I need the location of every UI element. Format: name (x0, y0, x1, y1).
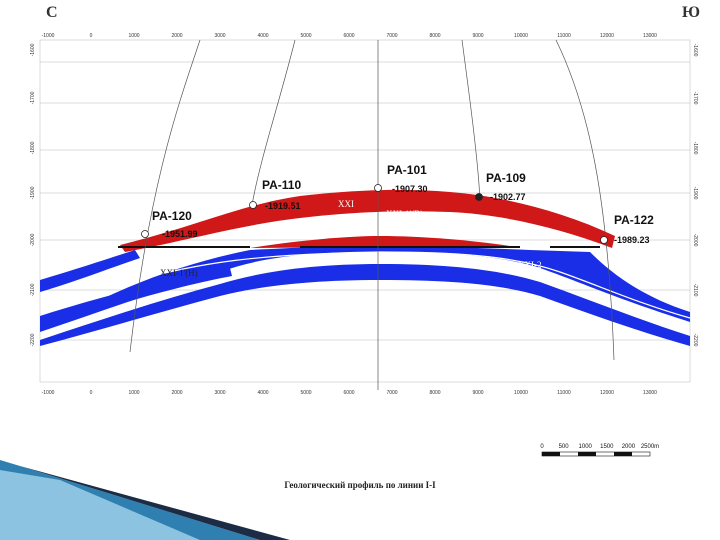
y-tick-label: -1900 (30, 186, 36, 199)
x-tick-label: 0 (90, 390, 93, 396)
well-depth: -1989.23 (614, 235, 650, 245)
scale-bar (541, 451, 651, 457)
blue-layer-top-strip (40, 250, 140, 292)
blue-layer-main (40, 246, 690, 332)
well-trajectories (129, 39, 615, 390)
x-tick-label: 2000 (171, 33, 182, 39)
x-tick-label: 0 (90, 33, 93, 39)
x-tick-label: 12000 (600, 33, 614, 39)
blue-layer-base (40, 264, 690, 346)
well-depth: -1902.77 (490, 192, 526, 202)
x-tick-label: 9000 (472, 33, 483, 39)
layer-label: XXI-2 (518, 260, 542, 270)
well-marker (249, 201, 257, 209)
x-tick-label: 6000 (343, 390, 354, 396)
y-tick-label: -2200 (692, 334, 698, 347)
layer-labels: XXI XXI-1'(B) XXI-1'(H) XXI-2 (160, 199, 542, 278)
well-name: PA-110 (262, 178, 301, 192)
y-axis-left-ticks: -1600 -1700 -1800 -1900 -2000 -2100 -2200 (30, 43, 36, 346)
x-tick-label: 6000 (343, 33, 354, 39)
y-tick-label: -1800 (692, 142, 698, 155)
x-tick-label: 10000 (514, 33, 528, 39)
x-tick-label: 4000 (257, 390, 268, 396)
scale-bar-label: 0 (540, 444, 544, 450)
layer-label: XXI (338, 199, 354, 209)
profile-caption: Геологический профиль по линии I-I (284, 480, 436, 490)
x-tick-label: 11000 (557, 390, 571, 396)
south-direction-label: Ю (682, 4, 701, 21)
y-tick-label: -2000 (692, 234, 698, 247)
scale-bar-label: 2000 (622, 444, 636, 450)
y-tick-label: -2100 (30, 283, 36, 296)
layer-boundary-line (129, 251, 691, 319)
x-tick-label: 13000 (643, 33, 657, 39)
x-tick-label: 1000 (128, 33, 139, 39)
x-tick-label: 5000 (300, 390, 311, 396)
y-tick-label: -1600 (692, 44, 698, 57)
y-tick-label: -2100 (692, 284, 698, 297)
x-tick-label: 3000 (214, 33, 225, 39)
y-tick-label: -1600 (30, 43, 36, 56)
x-tick-label: 12000 (600, 390, 614, 396)
x-tick-label: 8000 (429, 33, 440, 39)
well-name: PA-122 (614, 213, 654, 227)
y-axis-right-ticks: -1600 -1700 -1800 -1900 -2000 -2100 -2200 (692, 44, 698, 347)
y-tick-label: -1900 (692, 187, 698, 200)
x-tick-label: -1000 (42, 33, 55, 39)
x-tick-label: 8000 (429, 390, 440, 396)
x-tick-label: 2000 (171, 390, 182, 396)
y-tick-label: -1800 (30, 141, 36, 154)
scale-bar-label: 1000 (579, 444, 593, 450)
red-layer-upper (120, 189, 615, 252)
x-tick-label: 4000 (257, 33, 268, 39)
x-axis-top-ticks: -1000 0 1000 2000 3000 4000 5000 6000 7000 8000 90… (42, 33, 658, 39)
layer-label: XXI-1'(B) (386, 209, 423, 219)
wells: PA-120 -1951.99 PA-110 -1919.51 PA-101 -1907.… (141, 163, 654, 245)
scale-bar-labels: 0 500 1000 1500 2000 2500m (540, 444, 659, 450)
layer-label: XXI-1'(H) (160, 268, 198, 278)
x-tick-label: -1000 (42, 390, 55, 396)
well-marker (374, 184, 382, 192)
scale-bar-label: 1500 (600, 444, 614, 450)
x-tick-label: 9000 (472, 390, 483, 396)
well-name: PA-101 (387, 163, 427, 177)
x-tick-label: 3000 (214, 390, 225, 396)
x-tick-label: 5000 (300, 33, 311, 39)
x-tick-label: 7000 (386, 33, 397, 39)
y-tick-label: -1700 (692, 92, 698, 105)
well-marker (600, 236, 608, 244)
well-depth: -1907.30 (392, 184, 428, 194)
scale-bar-label: 2500m (641, 444, 659, 450)
well-marker (475, 193, 483, 201)
x-axis-bottom-ticks: -1000 0 1000 2000 3000 4000 5000 6000 7000 8000 90… (42, 390, 658, 396)
decorative-corner-wedge (0, 460, 290, 540)
y-tick-label: -2200 (30, 333, 36, 346)
x-tick-label: 7000 (386, 390, 397, 396)
well-name: PA-120 (152, 209, 192, 223)
y-tick-label: -1700 (30, 91, 36, 104)
well-name: PA-109 (486, 171, 526, 185)
x-tick-label: 11000 (557, 33, 571, 39)
north-direction-label: С (46, 4, 58, 21)
well-depth: -1951.99 (162, 229, 198, 239)
red-layer-lower (250, 236, 510, 248)
x-tick-label: 10000 (514, 390, 528, 396)
well-marker (141, 230, 149, 238)
well-depth: -1919.51 (265, 201, 301, 211)
x-tick-label: 13000 (643, 390, 657, 396)
scale-bar-label: 500 (559, 444, 570, 450)
x-tick-label: 1000 (128, 390, 139, 396)
y-tick-label: -2000 (30, 233, 36, 246)
